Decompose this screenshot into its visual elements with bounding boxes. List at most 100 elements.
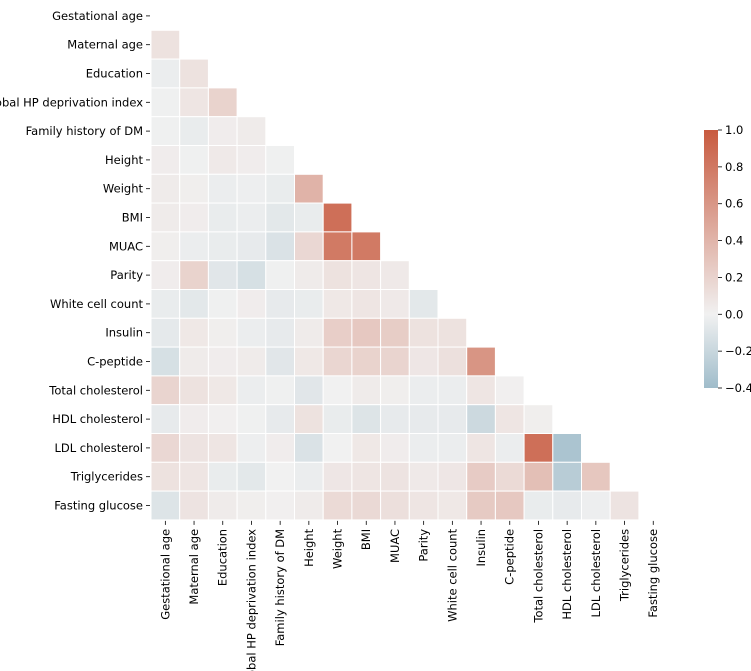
heatmap-cell [437, 404, 468, 435]
heatmap-cell [322, 375, 353, 406]
x-tick-label: Education [216, 529, 230, 586]
heatmap-cell [179, 289, 209, 319]
heatmap-cell [265, 173, 295, 204]
heatmap-cell [351, 461, 382, 492]
heatmap-cell [265, 375, 295, 406]
y-tick-label: Family history of DM [26, 124, 143, 138]
heatmap-cell [494, 490, 525, 521]
heatmap-cell [294, 461, 324, 492]
heatmap-cell [380, 404, 410, 435]
colorbar-ticks: 1.0 0.8 0.6 0.4 0.2 0.0 −0.2 −0.4 [718, 123, 751, 395]
heatmap-cell [150, 116, 181, 146]
heatmap-cell [294, 433, 324, 463]
heatmap-cell [351, 289, 382, 319]
heatmap-cell [207, 202, 238, 233]
colorbar-tick-label: 0.0 [725, 307, 743, 321]
y-tick-label: MUAC [109, 239, 143, 253]
heatmap-cell [179, 461, 209, 492]
heatmap-cell [265, 404, 295, 435]
heatmap-cell [351, 433, 382, 463]
heatmap-cell [322, 260, 353, 291]
heatmap-cell [265, 490, 295, 521]
heatmap-cell [179, 317, 209, 348]
colorbar-gradient [704, 130, 718, 388]
heatmap-cell [351, 231, 382, 262]
heatmap-cell [207, 116, 238, 146]
heatmap-cell [437, 461, 468, 492]
colorbar-tick-label: −0.2 [725, 344, 751, 358]
heatmap-cell [207, 433, 238, 463]
colorbar-tick-label: 0.6 [725, 197, 743, 211]
heatmap-cell [322, 433, 353, 463]
heatmap-cell [150, 145, 181, 175]
heatmap-cell [466, 461, 496, 492]
heatmap-cell [150, 346, 181, 377]
heatmap-cell [179, 173, 209, 204]
heatmap-cell [179, 58, 209, 89]
colorbar-tick-label: −0.4 [725, 381, 751, 395]
heatmap-cell [207, 404, 238, 435]
heatmap-cell [322, 461, 353, 492]
heatmap-cell [150, 29, 181, 60]
heatmap-cell [523, 461, 554, 492]
y-tick-label: Insulin [105, 326, 143, 340]
heatmap-cell [150, 490, 181, 521]
heatmap-cell [322, 346, 353, 377]
heatmap-cell [179, 87, 209, 118]
heatmap-cell [523, 490, 554, 521]
heatmap-cell [380, 346, 410, 377]
y-tick-label: Fasting glucose [54, 499, 143, 513]
heatmap-cell [207, 490, 238, 521]
heatmap-cell [523, 433, 554, 463]
heatmap-cell [207, 260, 238, 291]
heatmap-cell [408, 346, 439, 377]
heatmap-cell [236, 404, 267, 435]
x-tick-label: Gestational age [158, 529, 172, 620]
y-tick-label: Weight [103, 182, 144, 196]
heatmap-cell [265, 231, 295, 262]
heatmap-cell [236, 260, 267, 291]
heatmap-cell [236, 346, 267, 377]
colorbar-tick-label: 0.4 [725, 234, 743, 248]
heatmap-cell [150, 375, 181, 406]
heatmap-cell [265, 260, 295, 291]
y-tick-label: HDL cholesterol [52, 412, 143, 426]
heatmap-cell [179, 375, 209, 406]
heatmap-cell [294, 260, 324, 291]
heatmap-cell [408, 289, 439, 319]
heatmap-cell [437, 317, 468, 348]
x-tick-label: Insulin [474, 529, 488, 567]
heatmap-cell [179, 346, 209, 377]
y-tick-label: Parity [110, 268, 143, 282]
heatmap-cell [351, 490, 382, 521]
heatmap-cell [380, 490, 410, 521]
heatmap-cell [265, 202, 295, 233]
heatmap-cell [150, 289, 181, 319]
colorbar-tick-label: 0.8 [725, 160, 743, 174]
heatmap-cell [265, 289, 295, 319]
heatmap-cell [466, 404, 496, 435]
heatmap-cell [179, 116, 209, 146]
heatmap-cell [408, 317, 439, 348]
heatmap-cell [207, 87, 238, 118]
x-tick-label: Pobal HP deprivation index [244, 529, 258, 671]
heatmap-cell [294, 231, 324, 262]
heatmap-cell [150, 231, 181, 262]
heatmap-cell [207, 231, 238, 262]
heatmap-cell [207, 317, 238, 348]
heatmap-cell [236, 461, 267, 492]
heatmap-cell [552, 461, 582, 492]
heatmap-cell [150, 404, 181, 435]
heatmap-cell [523, 404, 554, 435]
heatmap-cell [236, 231, 267, 262]
y-tick-label: Total cholesterol [48, 383, 143, 397]
heatmap-cell [265, 145, 295, 175]
heatmap-cell [294, 173, 324, 204]
heatmap-cell [236, 433, 267, 463]
heatmap-cell [265, 461, 295, 492]
heatmap-cell [236, 202, 267, 233]
y-tick-label: Gestational age [52, 9, 143, 23]
x-tick-label: BMI [359, 529, 373, 550]
y-tick-label: C-peptide [87, 355, 143, 369]
heatmap-cell [150, 461, 181, 492]
